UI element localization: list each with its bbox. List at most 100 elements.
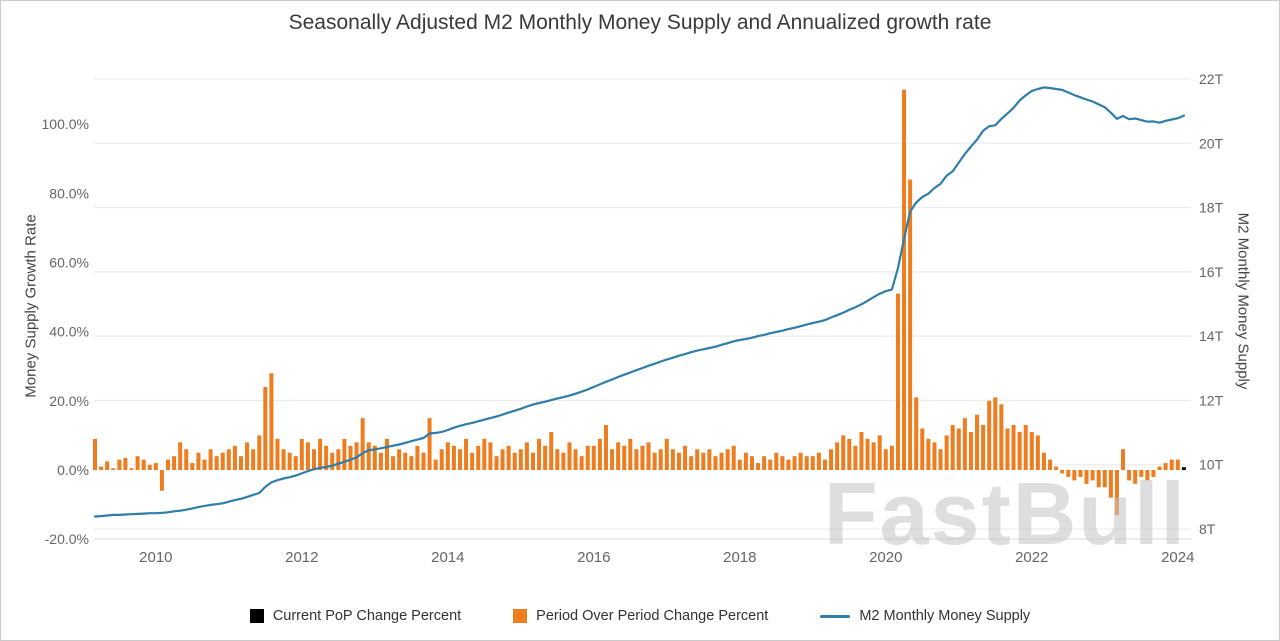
pop-bar bbox=[135, 456, 140, 470]
pop-bar bbox=[1072, 470, 1077, 481]
pop-bar bbox=[579, 456, 584, 470]
pop-bar bbox=[829, 449, 834, 470]
pop-bar bbox=[111, 468, 116, 470]
pop-bar bbox=[792, 456, 797, 470]
pop-bar bbox=[311, 449, 316, 470]
pop-bar bbox=[932, 442, 937, 470]
y-left-tick-label: 80.0% bbox=[49, 185, 89, 201]
current-pop-marker bbox=[249, 609, 264, 623]
x-tick-label: 2020 bbox=[869, 549, 902, 566]
x-tick-label: 2024 bbox=[1161, 549, 1194, 566]
pop-bar bbox=[287, 452, 292, 470]
pop-bar bbox=[439, 449, 444, 470]
pop-bar bbox=[853, 445, 858, 470]
pop-bar bbox=[640, 445, 645, 470]
y-left-tick-label: 100.0% bbox=[42, 116, 89, 132]
pop-bar bbox=[822, 459, 827, 470]
y-right-tick-label: 10T bbox=[1199, 457, 1224, 473]
pop-bar bbox=[433, 459, 438, 470]
y-left-tick-label: 0.0% bbox=[57, 462, 89, 478]
pop-bar bbox=[482, 438, 487, 470]
pop-bar bbox=[658, 449, 663, 470]
pop-bar bbox=[646, 442, 651, 470]
pop-bar bbox=[664, 438, 669, 470]
pop-bar bbox=[105, 461, 110, 470]
pop-bar bbox=[245, 442, 250, 470]
pop-bar bbox=[987, 400, 992, 470]
pop-bar bbox=[220, 452, 225, 470]
x-tick-label: 2014 bbox=[431, 549, 464, 566]
pop-bar bbox=[591, 445, 596, 470]
pop-bar bbox=[147, 464, 152, 470]
pop-bar bbox=[445, 442, 450, 470]
pop-bar bbox=[1011, 425, 1016, 470]
pop-bar bbox=[324, 445, 329, 470]
pop-bar bbox=[768, 459, 773, 470]
pop-bar bbox=[457, 449, 462, 470]
pop-bar bbox=[914, 397, 919, 470]
pop-bar bbox=[689, 456, 694, 470]
pop-bar bbox=[883, 449, 888, 470]
pop-bar bbox=[524, 442, 529, 470]
y-left-tick-label: 40.0% bbox=[49, 324, 89, 340]
pop-bar bbox=[336, 449, 341, 470]
pop-bar bbox=[1102, 470, 1107, 488]
pop-bar bbox=[93, 438, 97, 470]
m2-supply-marker bbox=[820, 614, 851, 618]
pop-bar bbox=[707, 449, 712, 470]
pop-bar bbox=[780, 456, 785, 470]
pop-bar bbox=[1114, 470, 1119, 515]
pop-bar bbox=[1133, 470, 1138, 484]
y-right-tick-label: 22T bbox=[1199, 71, 1224, 87]
pop-bar bbox=[713, 456, 718, 470]
pop-bar bbox=[585, 445, 590, 470]
pop-bar bbox=[999, 404, 1004, 470]
pop-bar bbox=[683, 445, 688, 470]
pop-bar bbox=[488, 442, 493, 470]
pop-bar bbox=[202, 459, 207, 470]
pop-bar bbox=[756, 463, 761, 470]
y-left-tick-label: 60.0% bbox=[49, 255, 89, 271]
pop-bar bbox=[530, 452, 535, 470]
pop-bar bbox=[226, 449, 231, 470]
legend-label-current-pop: Current PoP Change Percent bbox=[272, 608, 462, 624]
pop-bar bbox=[749, 456, 754, 470]
current-pop-bar bbox=[1181, 467, 1186, 470]
legend-item-current-pop[interactable]: Current PoP Change Percent bbox=[249, 608, 462, 624]
pop-bar bbox=[993, 397, 998, 470]
period-over-period-marker bbox=[513, 609, 528, 623]
pop-bar bbox=[895, 293, 900, 470]
y-right-tick-label: 20T bbox=[1199, 135, 1224, 151]
y-right-tick-label: 18T bbox=[1199, 200, 1224, 216]
pop-bar bbox=[293, 456, 298, 470]
legend-item-period-over-period[interactable]: Period Over Period Change Percent bbox=[513, 608, 768, 624]
x-tick-label: 2016 bbox=[577, 549, 610, 566]
pop-bar bbox=[762, 456, 767, 470]
pop-bar bbox=[141, 459, 146, 470]
pop-bar bbox=[555, 449, 560, 470]
pop-bar bbox=[1035, 435, 1040, 470]
pop-bar bbox=[275, 438, 280, 470]
pop-bar bbox=[263, 387, 268, 470]
legend-label-period-over-period: Period Over Period Change Percent bbox=[536, 608, 769, 624]
pop-bar bbox=[409, 456, 414, 470]
pop-bar bbox=[652, 452, 657, 470]
pop-bar bbox=[1096, 470, 1101, 488]
pop-bar bbox=[1005, 428, 1010, 470]
pop-bar bbox=[701, 452, 706, 470]
pop-bar bbox=[719, 452, 724, 470]
pop-bar bbox=[786, 459, 791, 470]
pop-bar bbox=[962, 418, 967, 470]
pop-bar bbox=[944, 435, 949, 470]
legend-item-m2-supply[interactable]: M2 Monthly Money Supply bbox=[820, 608, 1030, 624]
pop-bar bbox=[920, 428, 925, 470]
pop-bar bbox=[549, 431, 554, 470]
pop-bar bbox=[172, 456, 177, 470]
pop-bar bbox=[403, 452, 408, 470]
pop-bar bbox=[415, 445, 420, 470]
pop-bar bbox=[622, 445, 627, 470]
pop-bar bbox=[877, 435, 882, 470]
legend-label-m2-supply: M2 Monthly Money Supply bbox=[859, 608, 1031, 624]
pop-bar bbox=[342, 438, 347, 470]
